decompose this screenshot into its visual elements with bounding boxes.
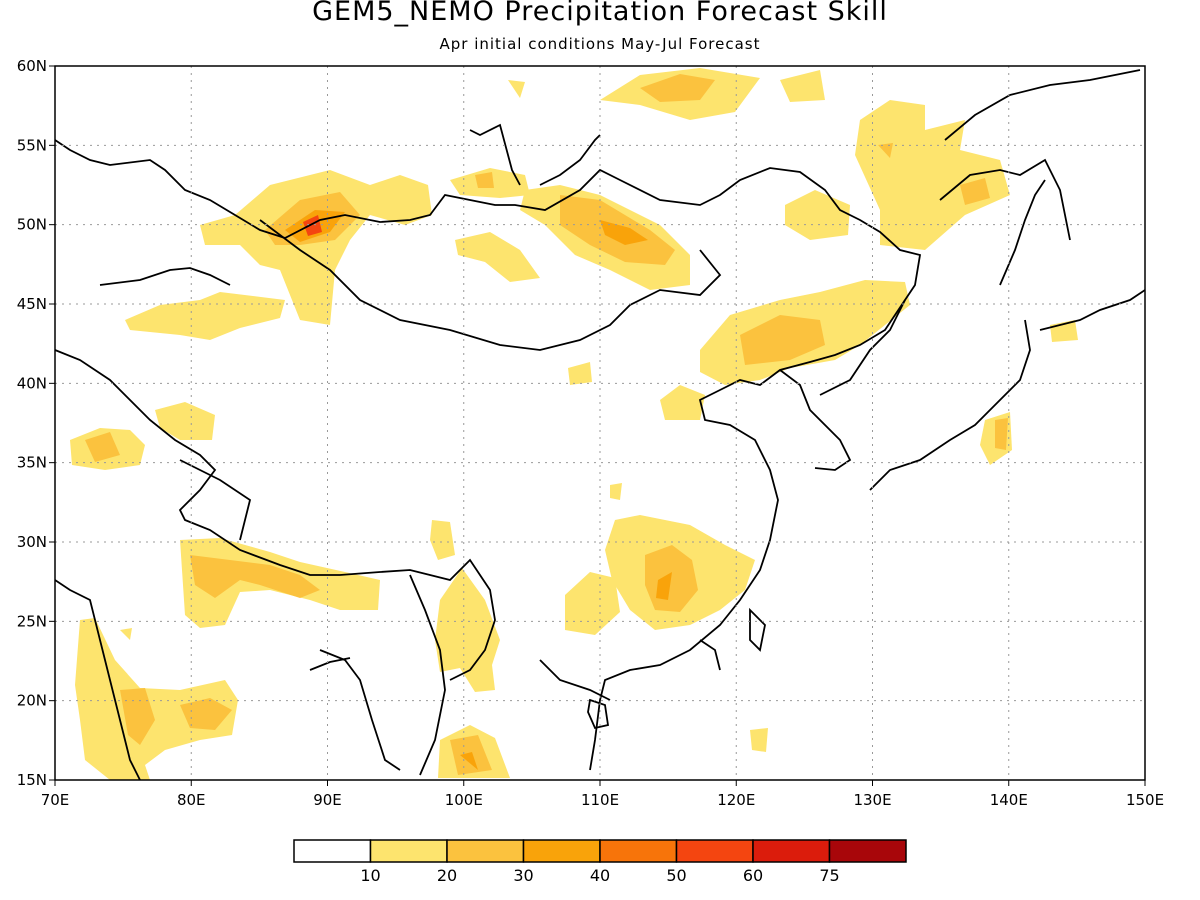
colorbar-box — [522, 839, 601, 863]
skill-region — [120, 628, 132, 640]
skill-region — [995, 418, 1008, 450]
coastline — [99, 267, 231, 286]
coastline — [54, 139, 922, 771]
coastline — [309, 657, 351, 671]
skill-region — [568, 362, 592, 385]
skill-region — [878, 143, 893, 158]
skill-region — [565, 572, 620, 635]
chart-title: GEM5_NEMO Precipitation Forecast Skill — [312, 0, 888, 27]
colorbar-box — [293, 839, 372, 863]
lat-tick-label: 20N — [17, 692, 47, 710]
map-frame — [54, 65, 1146, 781]
skill-region — [430, 520, 455, 560]
colorbar-box — [446, 839, 525, 863]
lon-tick-label: 120E — [717, 791, 755, 809]
coastlines-and-borders — [54, 69, 1146, 781]
lon-tick-label: 80E — [177, 791, 206, 809]
chart-subtitle: Apr initial conditions May-Jul Forecast — [439, 35, 761, 53]
colorbar-boxes — [293, 839, 907, 863]
colorbar-label: 50 — [666, 866, 686, 885]
skill-region — [750, 728, 768, 752]
colorbar-label: 75 — [819, 866, 839, 885]
colorbar-box — [599, 839, 678, 863]
skill-region — [85, 432, 120, 462]
colorbar-label: 10 — [360, 866, 380, 885]
coastline — [869, 319, 1031, 491]
skill-region — [155, 402, 215, 440]
lat-tick-label: 15N — [17, 771, 47, 789]
skill-region — [120, 688, 155, 745]
skill-region — [455, 232, 540, 282]
colorbar-label: 60 — [743, 866, 763, 885]
lon-tick-label: 150E — [1126, 791, 1164, 809]
coastline — [539, 134, 601, 186]
skill-region — [656, 572, 672, 600]
lon-tick-label: 140E — [990, 791, 1028, 809]
colorbar-box — [369, 839, 448, 863]
border — [409, 574, 446, 776]
coastline — [944, 69, 1141, 141]
skill-region — [475, 172, 494, 188]
colorbar-box — [752, 839, 831, 863]
skill-region — [435, 568, 500, 692]
skill-region — [780, 70, 825, 102]
colorbar-box — [675, 839, 754, 863]
coastline — [699, 639, 721, 671]
lon-tick-label: 110E — [581, 791, 619, 809]
lat-tick-label: 50N — [17, 216, 47, 234]
lat-tick-label: 35N — [17, 454, 47, 472]
skill-region — [190, 555, 320, 598]
lat-tick-label: 55N — [17, 136, 47, 154]
border — [539, 659, 611, 701]
skill-region — [75, 618, 238, 780]
skill-region — [610, 483, 622, 500]
coastline — [1039, 289, 1146, 331]
skill-shading-40-50 — [303, 215, 322, 236]
lat-tick-label: 25N — [17, 612, 47, 630]
border — [54, 349, 496, 681]
coastline — [179, 459, 252, 541]
coastline — [319, 649, 401, 771]
colorbar-box — [828, 839, 907, 863]
skill-region — [508, 80, 525, 98]
lat-tick-label: 30N — [17, 533, 47, 551]
skill-region — [303, 215, 322, 236]
lat-tick-label: 45N — [17, 295, 47, 313]
colorbar-labels: 10 20 30 40 50 60 75 — [360, 866, 839, 885]
lat-tick-label: 60N — [17, 57, 47, 75]
skill-region — [180, 698, 232, 730]
colorbar-label: 40 — [590, 866, 610, 885]
skill-region — [660, 385, 705, 420]
lat-tick-label: 40N — [17, 374, 47, 392]
coastline — [54, 579, 141, 781]
coastline — [587, 698, 610, 730]
lon-tick-label: 100E — [445, 791, 483, 809]
skill-region — [600, 220, 648, 245]
coastline — [999, 179, 1046, 286]
colorbar-label: 30 — [513, 866, 533, 885]
colorbar-label: 20 — [437, 866, 457, 885]
skill-region — [200, 170, 432, 325]
lon-tick-label: 130E — [853, 791, 891, 809]
coastline — [819, 299, 906, 396]
coastline — [749, 607, 766, 652]
lon-tick-label: 90E — [313, 791, 342, 809]
skill-region — [960, 178, 990, 205]
skill-region — [640, 74, 715, 102]
coastline — [469, 123, 521, 186]
lon-tick-label: 70E — [41, 791, 70, 809]
coastline — [939, 158, 1071, 241]
coastline — [779, 369, 852, 471]
skill-region — [740, 315, 825, 365]
skill-region — [460, 752, 478, 770]
skill-region — [855, 100, 1010, 250]
border — [259, 219, 722, 351]
